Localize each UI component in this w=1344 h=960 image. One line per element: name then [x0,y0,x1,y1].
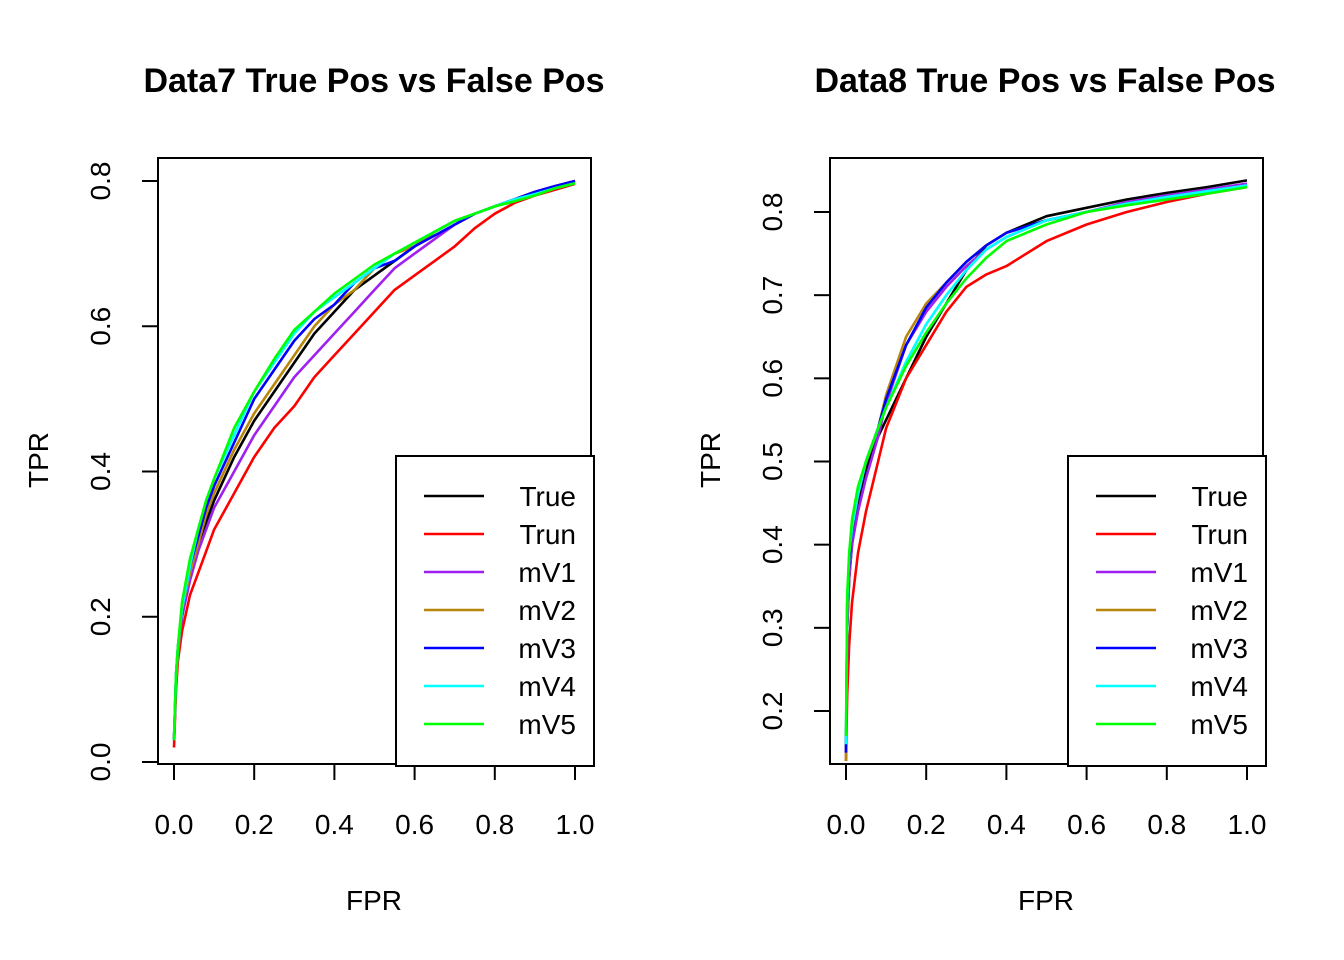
legend-entry: mV4 [518,671,576,702]
x-tick-label: 0.0 [155,809,194,840]
y-tick-label: 0.0 [85,743,116,782]
legend-entry: mV5 [1190,709,1248,740]
series-line-mv1 [844,182,1248,753]
x-axis-label: FPR [346,885,402,916]
series-line-trun [172,182,576,748]
y-tick-label: 0.7 [757,276,788,315]
legend-entry: mV5 [518,709,576,740]
series-lines [844,179,1248,761]
y-tick-label: 0.6 [757,359,788,398]
y-tick-label: 0.2 [757,692,788,731]
series-line-trun [844,185,1248,761]
y-tick-label: 0.8 [757,193,788,232]
axis-ticks: 0.0 0.2 0.4 0.6 0.8 1.0 0.0 0.2 0.4 0.6 0.8 [85,162,594,840]
legend-entry: mV3 [518,633,576,664]
y-tick-label: 0.4 [757,525,788,564]
legend: True Trun mV1 mV2 mV3 mV4 mV5 [395,455,595,767]
y-tick-label: 0.8 [85,162,116,201]
y-tick-label: 0.5 [757,442,788,481]
legend-entry: mV2 [1190,595,1248,626]
axis-ticks: 0.0 0.2 0.4 0.6 0.8 1.0 0.2 0.3 0.4 0.5 0.6 0.7 0.8 [757,193,1266,840]
chart-panel-data8: Data8 True Pos vs False Pos FPR TPR 0.0 0… [695,62,1276,916]
x-tick-label: 0.4 [315,809,354,840]
series-line-mv5 [172,181,576,741]
y-tick-label: 0.6 [85,307,116,346]
series-lines [172,179,576,748]
y-axis-label: TPR [695,432,726,488]
legend-entry: mV4 [1190,671,1248,702]
y-tick-label: 0.4 [85,452,116,491]
x-tick-label: 0.8 [475,809,514,840]
legend-entry: Trun [519,519,576,550]
y-tick-label: 0.2 [85,597,116,636]
x-tick-label: 0.2 [235,809,274,840]
legend-entry: mV2 [518,595,576,626]
x-tick-label: 0.4 [987,809,1026,840]
chart-panel-data7: Data7 True Pos vs False Pos FPR TPR 0.0 0… [23,62,605,916]
legend: True Trun mV1 mV2 mV3 mV4 mV5 [1067,455,1267,767]
chart-title: Data7 True Pos vs False Pos [143,62,604,100]
chart-title: Data8 True Pos vs False Pos [814,62,1275,100]
x-tick-label: 0.6 [395,809,434,840]
series-line-mv5 [844,185,1248,737]
legend-entry: Trun [1191,519,1248,550]
y-tick-label: 0.3 [757,608,788,647]
legend-entry: mV1 [518,557,576,588]
x-tick-label: 0.0 [827,809,866,840]
legend-entry: True [1191,481,1248,512]
x-axis-label: FPR [1018,885,1074,916]
legend-entry: mV1 [1190,557,1248,588]
x-tick-label: 1.0 [1228,809,1267,840]
x-tick-label: 0.8 [1147,809,1186,840]
y-axis-label: TPR [23,432,54,488]
legend-entry: True [519,481,576,512]
x-tick-label: 0.2 [907,809,946,840]
x-tick-label: 0.6 [1067,809,1106,840]
x-tick-label: 1.0 [556,809,595,840]
legend-entry: mV3 [1190,633,1248,664]
